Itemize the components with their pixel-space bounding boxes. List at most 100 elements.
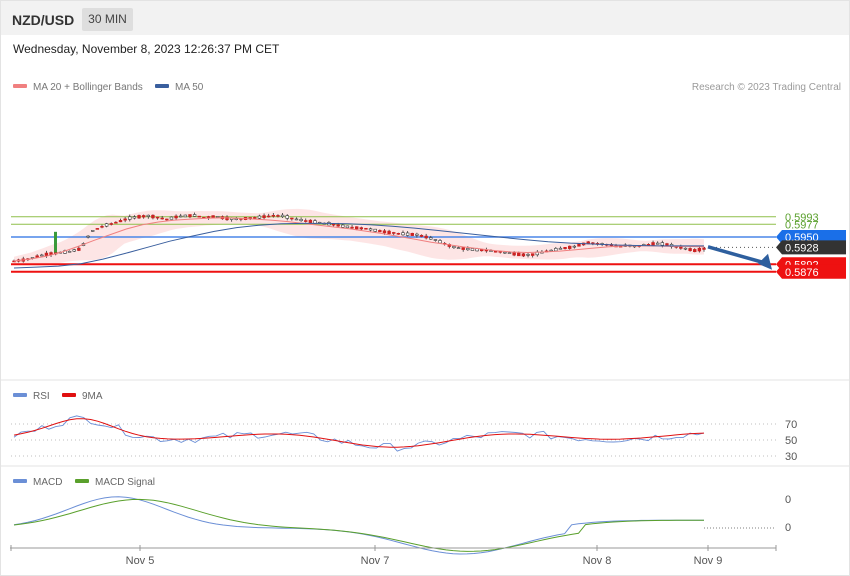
candle-body (104, 223, 109, 227)
macd-legend-swatch (13, 479, 27, 483)
candle-body (466, 248, 470, 251)
candle-body (141, 215, 146, 218)
macd-legend-label: MACD (33, 477, 62, 488)
candle-body (378, 230, 382, 233)
rsi-level-70: 70 (785, 419, 797, 431)
macd-level-0-top: 0 (785, 494, 791, 506)
x-tick-label: Nov 5 (126, 555, 155, 567)
candle-body (100, 225, 104, 228)
candle-body (294, 218, 299, 221)
candle-body (456, 247, 461, 249)
candle-body (146, 214, 150, 217)
candle-body (86, 235, 90, 238)
candle-body (572, 245, 577, 248)
chart-datetime: Wednesday, November 8, 2023 12:26:37 PM … (13, 42, 280, 56)
rsi-ma-line (13, 418, 705, 448)
candle-body (67, 250, 72, 253)
candle-body (517, 252, 521, 257)
candle-body (364, 227, 368, 230)
rsi-legend-label: RSI (33, 391, 50, 402)
candle-body (183, 214, 188, 218)
projection-arrow (707, 245, 769, 266)
candle-body (266, 215, 271, 218)
ma20-legend-label: MA 20 + Bollinger Bands (33, 82, 143, 93)
candle-body (95, 228, 100, 230)
candle-body (211, 215, 215, 218)
price-level-label: 0.5993 (785, 212, 819, 224)
macd-level-0-bottom: 0 (785, 522, 791, 534)
candle-body (192, 214, 197, 217)
candle-body (336, 224, 340, 227)
candle-body (433, 239, 438, 241)
price-tag (776, 264, 846, 279)
ma50-line (13, 222, 704, 269)
ma20-line (13, 217, 705, 262)
candle-body (160, 217, 164, 220)
candle-body (123, 218, 127, 221)
candle-body (470, 248, 475, 251)
candle-body (359, 227, 364, 230)
candle-body (493, 250, 498, 253)
candle-body (507, 252, 512, 254)
candle-body (77, 247, 81, 251)
candle-body (438, 240, 442, 244)
ma20-legend-swatch (13, 84, 27, 88)
candle-body (354, 226, 359, 230)
rsi-ma-legend-label: 9MA (82, 391, 103, 402)
macd-signal-legend-swatch (75, 479, 89, 483)
candle-body (257, 215, 262, 219)
candle-body (276, 215, 280, 217)
candle-body (72, 249, 76, 252)
macd-signal-line (13, 498, 704, 552)
candle-body (521, 253, 526, 257)
candle-body (174, 215, 178, 219)
projection-arrowhead (758, 253, 772, 270)
candle-body (35, 255, 39, 258)
candle-body (280, 214, 285, 218)
rsi-line (13, 415, 705, 452)
candle-body (554, 248, 558, 252)
candle-body (665, 243, 669, 246)
candle-body (646, 244, 651, 246)
candle-body (165, 218, 169, 221)
candle-body (429, 237, 433, 240)
candle-body (169, 216, 174, 220)
candle-body (197, 215, 201, 218)
candle-body (396, 233, 401, 235)
ma50-legend-swatch (155, 84, 169, 88)
candle-body (549, 249, 553, 252)
candle-body (308, 219, 313, 223)
candle-body (109, 223, 113, 225)
candle-body (489, 250, 493, 252)
candle-body (401, 232, 405, 236)
candle-body (373, 228, 377, 232)
candle-body (40, 254, 44, 257)
candle-body (382, 230, 387, 234)
candle-body (452, 246, 456, 249)
x-tick-label: Nov 8 (583, 555, 612, 567)
candle-body (290, 217, 294, 220)
candle-body (424, 235, 428, 239)
candle-body (132, 216, 137, 219)
macd-line (13, 496, 704, 555)
candle-body (345, 225, 350, 229)
copyright-text: Research © 2023 Trading Central (692, 82, 841, 93)
candle-body (558, 247, 563, 250)
candle-body (155, 216, 160, 219)
candle-body (503, 251, 507, 254)
candle-body (530, 253, 535, 256)
candle-body (262, 215, 266, 219)
timeframe-button[interactable]: 30 MIN (82, 8, 133, 31)
candle-body (331, 223, 336, 226)
candle-body (151, 214, 155, 219)
candle-body (526, 254, 530, 256)
candle-body (44, 252, 49, 256)
candle-body (188, 214, 192, 218)
candle-body (299, 218, 303, 222)
symbol-title: NZD/USD (12, 12, 75, 28)
candle-body (419, 234, 424, 237)
price-tag-label: 0.5928 (785, 242, 819, 254)
rsi-ma-legend-swatch (62, 393, 76, 397)
candle-body (179, 215, 183, 218)
